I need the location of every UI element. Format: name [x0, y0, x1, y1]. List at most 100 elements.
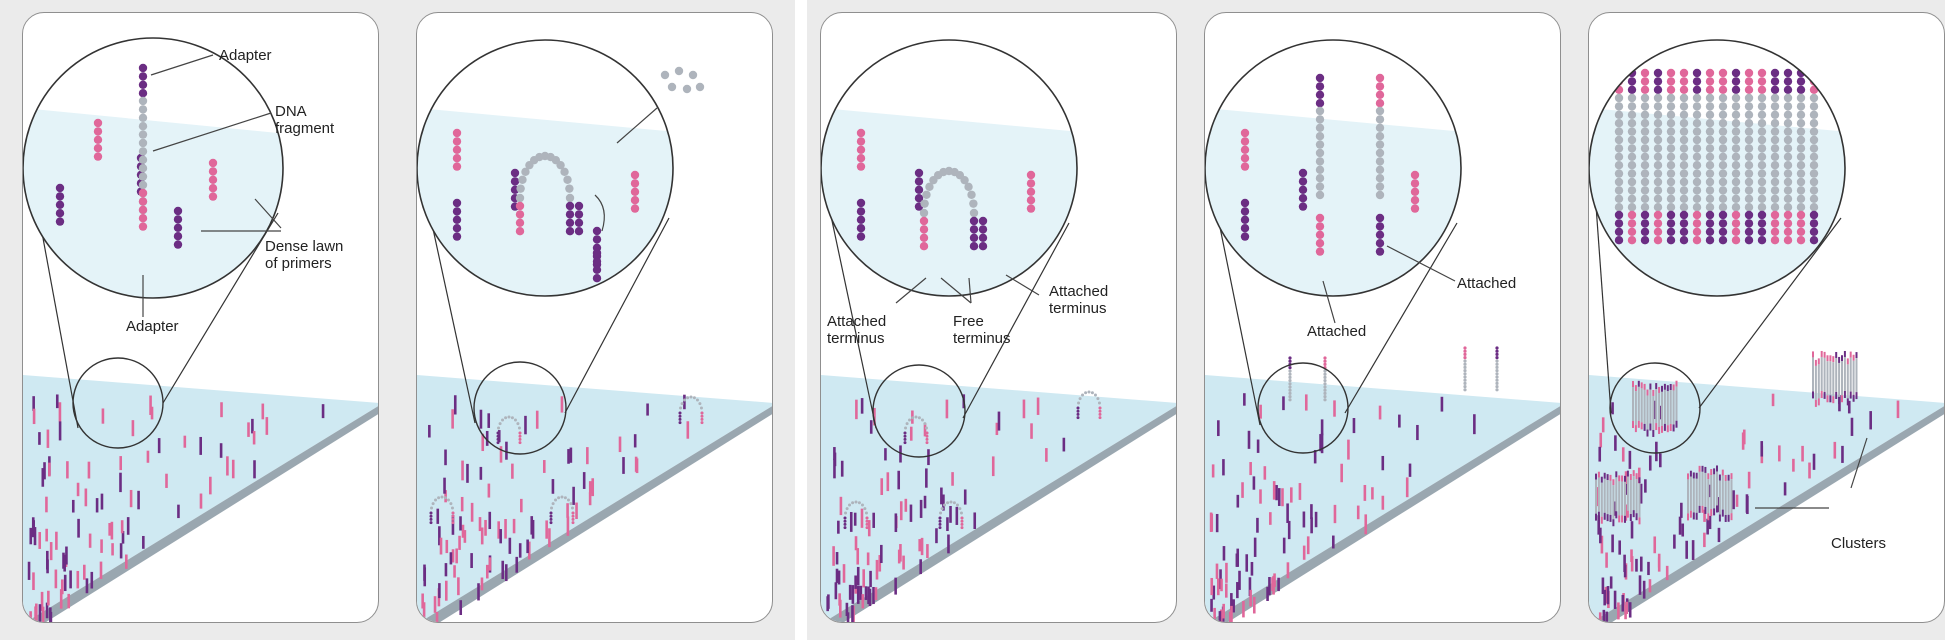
primer	[1680, 502, 1683, 518]
primer	[1732, 490, 1735, 510]
primer	[1745, 494, 1749, 513]
primer	[45, 496, 48, 513]
strand-pink	[1375, 73, 1385, 108]
primer	[1215, 513, 1219, 533]
zoom-circle-large	[1589, 39, 1846, 297]
primer-strands-zoomed	[1240, 73, 1420, 256]
primer	[1812, 453, 1816, 470]
primer	[1371, 487, 1374, 500]
primer	[878, 555, 882, 572]
primer	[1256, 517, 1259, 533]
strand-pink	[208, 158, 218, 201]
primer	[1275, 485, 1278, 501]
strand-pink	[856, 128, 866, 171]
primer	[1596, 487, 1599, 507]
cluster-3	[1595, 470, 1641, 527]
primer	[575, 502, 578, 520]
panel-3-illustration	[821, 39, 1176, 622]
primer	[566, 516, 570, 536]
strand-pink	[1323, 356, 1327, 370]
primer	[1252, 596, 1256, 614]
primer	[463, 530, 467, 543]
primer	[1606, 586, 1610, 605]
primer	[422, 602, 426, 621]
primer	[838, 593, 841, 606]
primer	[1869, 411, 1872, 430]
primer	[526, 539, 529, 554]
flow-cell-slide	[1589, 375, 1944, 622]
primer	[433, 596, 437, 613]
primer	[542, 460, 546, 473]
primer	[435, 611, 439, 622]
primer	[949, 506, 952, 523]
primer	[226, 456, 229, 476]
primer	[634, 456, 638, 472]
primer	[618, 436, 622, 453]
primer	[438, 526, 441, 546]
primer	[55, 394, 59, 409]
primer	[76, 570, 80, 589]
primer	[1771, 393, 1775, 407]
primer	[1266, 586, 1269, 601]
primer	[1657, 557, 1661, 572]
primer	[157, 438, 161, 454]
primer	[32, 396, 35, 411]
primer	[856, 548, 860, 565]
primer	[247, 422, 250, 437]
primer	[1833, 441, 1837, 459]
primer	[864, 586, 868, 600]
primer	[252, 431, 256, 445]
primer	[444, 490, 447, 503]
primer	[32, 408, 36, 425]
primer	[884, 448, 887, 461]
primer	[1320, 433, 1324, 454]
primer	[866, 552, 870, 566]
primer	[480, 577, 484, 591]
primer	[183, 435, 187, 448]
primer	[504, 519, 507, 539]
primer	[853, 512, 857, 526]
primer	[27, 561, 31, 580]
panel-2-illustration	[417, 39, 772, 622]
primer	[470, 502, 474, 522]
primer	[1630, 556, 1634, 572]
primer	[567, 449, 570, 464]
primer	[927, 449, 930, 466]
flow-cell-slide-edge	[26, 406, 378, 622]
primer	[479, 409, 483, 429]
primer	[1685, 540, 1688, 559]
primer	[588, 492, 592, 506]
label-attached-terminus-right: Attached terminus	[1049, 283, 1109, 317]
primer	[481, 433, 485, 452]
primer	[827, 594, 830, 609]
primer	[909, 504, 913, 522]
primer	[47, 590, 50, 606]
primer	[451, 409, 454, 429]
primer	[548, 528, 551, 548]
primer	[508, 537, 512, 554]
primer	[1742, 429, 1746, 445]
primer	[524, 415, 527, 435]
primer	[1635, 558, 1638, 572]
primer	[1648, 579, 1652, 593]
primer	[66, 461, 69, 479]
primer	[1717, 527, 1721, 543]
primer	[41, 606, 45, 622]
strand-pink	[138, 188, 148, 231]
primer	[1248, 577, 1252, 597]
primer	[1252, 476, 1256, 490]
primer	[904, 498, 908, 512]
primer	[925, 468, 928, 488]
primer	[71, 499, 75, 513]
primer	[487, 413, 491, 428]
primer	[488, 557, 492, 571]
zoom-line-right	[1698, 217, 1842, 409]
primer	[572, 486, 575, 505]
primer	[1665, 565, 1669, 581]
primer-strands-zoomed	[55, 63, 218, 249]
primer	[1218, 611, 1222, 622]
primer	[485, 430, 489, 446]
primer	[504, 564, 508, 582]
primer	[423, 564, 426, 581]
primer	[501, 560, 505, 580]
